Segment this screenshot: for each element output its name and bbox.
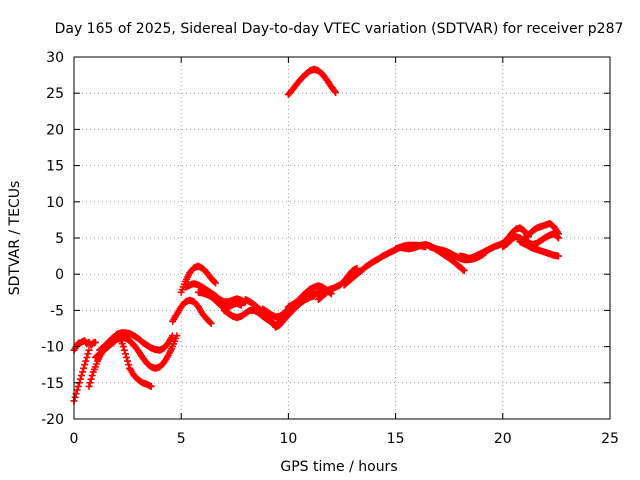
series-arc-f <box>126 364 155 390</box>
y-axis-title: SDTVAR / TECUs <box>7 181 23 296</box>
series-arc-o <box>284 65 340 99</box>
y-tick-label: -5 <box>50 303 64 319</box>
series-markers <box>96 332 134 372</box>
series-markers <box>126 364 155 390</box>
grid-lines <box>74 57 610 419</box>
y-tick-label: -20 <box>41 412 64 428</box>
series-markers <box>516 238 562 260</box>
x-tick-label: 20 <box>494 431 512 447</box>
chart-title: Day 165 of 2025, Sidereal Day-to-day VTE… <box>55 21 624 37</box>
y-tick-label: 15 <box>46 159 64 175</box>
x-tick-label: 15 <box>387 431 405 447</box>
data-points <box>70 65 562 405</box>
axis-ticks: 0 5 10 15 20 25 -20 -15 -10 -5 0 5 10 15 20 25 30 <box>41 50 619 447</box>
series-arc-e <box>96 332 134 372</box>
series-markers <box>177 262 219 296</box>
x-tick-label: 0 <box>70 431 79 447</box>
y-tick-label: 20 <box>46 122 64 138</box>
x-tick-label: 5 <box>177 431 186 447</box>
x-axis-title: GPS time / hours <box>280 459 397 475</box>
series-markers <box>169 296 215 327</box>
series-arc-h <box>177 262 219 296</box>
y-tick-label: -10 <box>41 340 64 356</box>
series-markers <box>520 220 562 242</box>
plot-frame <box>73 56 611 420</box>
series-markers <box>194 288 245 311</box>
series-arc-t <box>456 224 532 262</box>
series-markers <box>456 224 532 262</box>
series-markers <box>284 65 340 99</box>
series-arc-i <box>182 280 249 306</box>
y-tick-label: 30 <box>46 50 64 66</box>
y-tick-label: 5 <box>55 231 64 247</box>
series-arc-j <box>194 288 245 311</box>
series-arc-p <box>314 264 361 303</box>
x-tick-label: 10 <box>279 431 297 447</box>
y-tick-label: -15 <box>41 376 64 392</box>
series-arc-g <box>169 296 215 327</box>
y-tick-label: 25 <box>46 86 64 102</box>
y-tick-label: 10 <box>46 195 64 211</box>
series-markers <box>182 280 249 306</box>
series-markers <box>314 264 361 303</box>
x-tick-label: 25 <box>601 431 619 447</box>
series-arc-v <box>520 220 562 242</box>
y-tick-label: 0 <box>55 267 64 283</box>
series-arc-w <box>516 238 562 260</box>
